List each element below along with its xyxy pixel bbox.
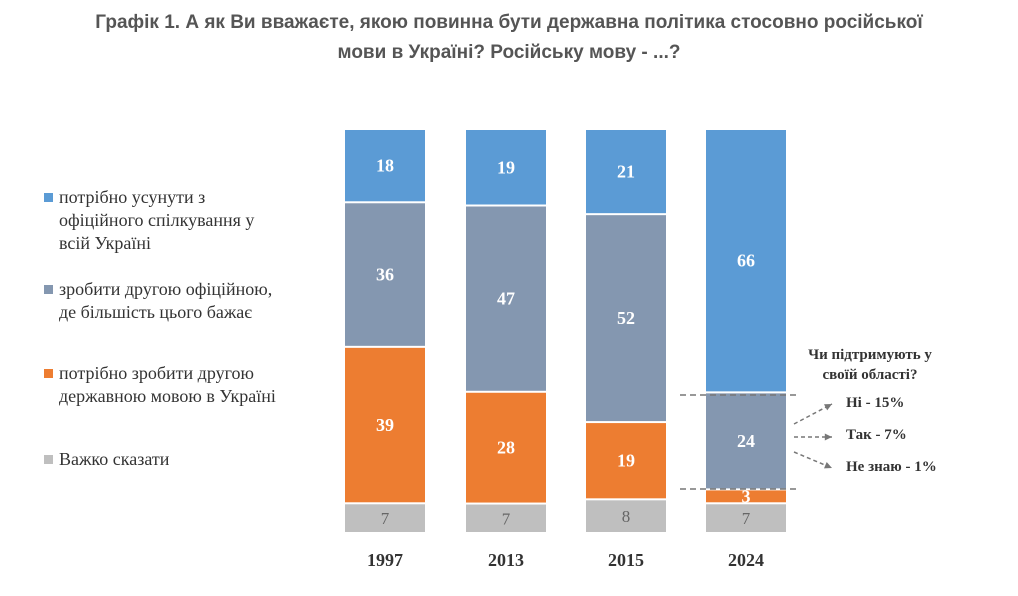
- sub-answer-no: Ні - 15%: [846, 395, 905, 411]
- bar-segment-1997-2: [345, 347, 425, 503]
- sub-answer-dont-know: Не знаю - 1%: [846, 459, 937, 475]
- chart-title-line-2: мови в Україні? Російську мову - ...?: [337, 42, 681, 63]
- bar-value-label-2024-3: 7: [742, 509, 751, 528]
- bar-segment-2024-3: [706, 504, 786, 532]
- bar-value-label-2024-0: 66: [737, 251, 755, 271]
- legend-label-second-state: потрібно зробити другою державною мовою …: [59, 363, 276, 406]
- bar-value-label-1997-0: 18: [376, 156, 394, 176]
- bar-value-label-2015-1: 52: [617, 308, 635, 328]
- bar-segment-2015-2: [586, 423, 666, 499]
- bar-segment-2013-1: [466, 206, 546, 391]
- legend-item-hard-to-say: Важко сказати: [44, 448, 334, 471]
- arrow-dont-know-head: [824, 462, 832, 469]
- legend-label-hard-to-say: Важко сказати: [59, 449, 170, 469]
- category-label-2024: 2024: [728, 550, 764, 570]
- bar-value-label-2013-3: 7: [502, 509, 511, 528]
- bar-value-label-2015-0: 21: [617, 162, 635, 182]
- chart-title: Графік 1. А як Ви вважаєте, якою повинна…: [10, 8, 1008, 68]
- bar-segment-2015-0: [586, 130, 666, 214]
- legend-label-second-official: зробити другою офіційною, де більшість ц…: [59, 279, 273, 322]
- category-label-2015: 2015: [608, 550, 644, 570]
- sub-answer-yes: Так - 7%: [846, 427, 907, 443]
- bar-value-label-1997-3: 7: [381, 509, 390, 528]
- bar-segment-2024-1: [706, 393, 786, 489]
- legend-item-second-state: потрібно зробити другою державною мовою …: [44, 362, 334, 408]
- bar-value-label-2024-1: 24: [737, 431, 755, 451]
- bar-segment-2024-2: [706, 490, 786, 503]
- category-label-1997: 1997: [367, 550, 403, 570]
- legend-item-remove: потрібно усунути з офіційного спілкуванн…: [44, 186, 334, 255]
- bar-segment-1997-3: [345, 504, 425, 532]
- bar-value-label-2013-0: 19: [497, 157, 515, 177]
- chart-title-line-1: Графік 1. А як Ви вважаєте, якою повинна…: [95, 12, 923, 33]
- legend-swatch-remove: [44, 193, 53, 202]
- bar-value-label-2024-2: 3: [742, 486, 751, 506]
- legend-label-remove: потрібно усунути з офіційного спілкуванн…: [59, 187, 255, 253]
- bar-value-label-2013-1: 47: [497, 289, 515, 309]
- bar-segment-2013-0: [466, 130, 546, 205]
- bar-segment-1997-1: [345, 203, 425, 346]
- legend-item-second-official: зробити другою офіційною, де більшість ц…: [44, 278, 334, 324]
- bar-segment-2013-3: [466, 504, 546, 532]
- bar-value-label-2013-2: 28: [497, 438, 515, 458]
- bar-value-label-2015-2: 19: [617, 451, 635, 471]
- bar-value-label-1997-1: 36: [376, 265, 394, 285]
- bar-segment-2015-3: [586, 500, 666, 532]
- bar-segment-2015-1: [586, 215, 666, 422]
- bar-value-label-1997-2: 39: [376, 415, 394, 435]
- legend-swatch-second-state: [44, 369, 53, 378]
- arrow-yes-head: [824, 433, 832, 441]
- arrow-no-head: [824, 404, 832, 411]
- bar-segment-2013-2: [466, 392, 546, 503]
- category-label-2013: 2013: [488, 550, 524, 570]
- bar-segment-2024-0: [706, 130, 786, 392]
- legend-swatch-hard-to-say: [44, 455, 53, 464]
- legend-swatch-second-official: [44, 285, 53, 294]
- bar-value-label-2015-3: 8: [622, 507, 631, 526]
- bar-segment-1997-0: [345, 130, 425, 202]
- sub-question-label: Чи підтримують у своїй області?: [808, 347, 932, 383]
